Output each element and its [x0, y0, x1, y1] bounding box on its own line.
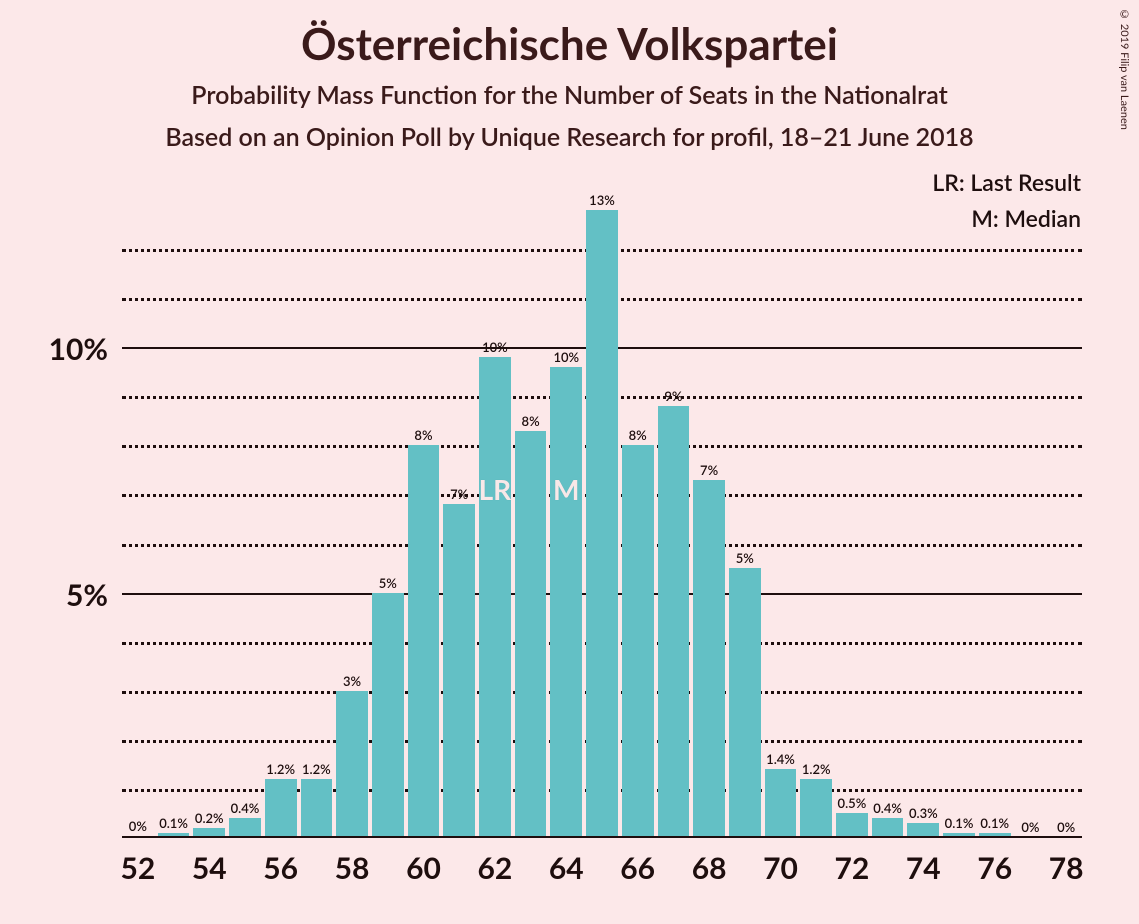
bar: 10%	[479, 357, 511, 838]
x-axis-tick-label: 64	[549, 838, 584, 886]
bar-value-label: 9%	[664, 388, 682, 406]
bar-value-label: 0%	[129, 818, 147, 836]
x-axis-tick-label: 58	[335, 838, 370, 886]
bar-value-label: 8%	[522, 413, 540, 431]
bar-wrap: 1.2%56	[265, 200, 297, 838]
bars-container: 0%520.1%0.2%540.4%1.2%561.2%3%585%8%607%…	[122, 200, 1082, 838]
x-axis-tick-label: 68	[692, 838, 727, 886]
x-axis-tick-label: 78	[1049, 838, 1084, 886]
bar-value-label: 0.1%	[159, 815, 188, 833]
bar-wrap: 7%68	[693, 200, 725, 838]
bar: 1.4%	[765, 769, 797, 838]
bar-wrap: 0.1%76	[979, 200, 1011, 838]
bar-wrap: 0.4%	[229, 200, 261, 838]
bar-value-label: 0%	[1057, 819, 1075, 837]
bar: 5%	[729, 568, 761, 838]
bar-wrap: 9%	[658, 200, 690, 838]
bar: 5%	[372, 593, 404, 838]
legend-last-result: LR: Last Result	[932, 168, 1081, 196]
bar-value-label: 0.4%	[873, 800, 902, 818]
bar-wrap: 0%	[1015, 200, 1047, 838]
bar-value-label: 5%	[379, 575, 397, 593]
marker-median: M	[553, 472, 579, 506]
bar-wrap: 0.3%74	[907, 200, 939, 838]
bar-wrap: 0.1%	[158, 200, 190, 838]
x-axis-tick-label: 76	[977, 838, 1012, 886]
bar: 9%	[658, 406, 690, 838]
bar-wrap: 10%LR62	[479, 200, 511, 838]
bar-value-label: 1.2%	[302, 761, 331, 779]
bar-wrap: 13%	[586, 200, 618, 838]
bar: 13%	[586, 210, 618, 838]
plot-area: 5%10% 0%520.1%0.2%540.4%1.2%561.2%3%585%…	[122, 200, 1082, 838]
bar-wrap: 8%	[515, 200, 547, 838]
bar-value-label: 13%	[589, 192, 615, 210]
bar: 10%	[550, 367, 582, 838]
bar-wrap: 10%M64	[550, 200, 582, 838]
bar-wrap: 0.2%54	[193, 200, 225, 838]
bar-value-label: 10%	[553, 349, 579, 367]
bar-value-label: 1.4%	[766, 751, 795, 769]
bar-wrap: 7%	[443, 200, 475, 838]
bar-wrap: 0.1%	[943, 200, 975, 838]
bar: 1.2%	[301, 779, 333, 838]
bar-wrap: 0%78	[1050, 200, 1082, 838]
x-axis-tick-label: 66	[620, 838, 655, 886]
bar: 0.5%	[836, 813, 868, 838]
bar: 8%	[515, 431, 547, 838]
bar-value-label: 0.2%	[195, 810, 224, 828]
bar-value-label: 3%	[343, 673, 361, 691]
bar-wrap: 0.4%	[872, 200, 904, 838]
bar-wrap: 5%	[372, 200, 404, 838]
x-axis-tick-label: 72	[835, 838, 870, 886]
bar-wrap: 8%66	[622, 200, 654, 838]
bar-wrap: 1.2%	[301, 200, 333, 838]
bar-value-label: 1.2%	[266, 761, 295, 779]
bar-value-label: 5%	[736, 550, 754, 568]
chart-title: Österreichische Volkspartei	[0, 18, 1139, 70]
bar-wrap: 3%58	[336, 200, 368, 838]
bar-value-label: 0%	[1021, 819, 1039, 837]
bar-value-label: 0.3%	[909, 805, 938, 823]
x-axis-tick-label: 52	[120, 838, 155, 886]
x-axis-tick-label: 54	[192, 838, 227, 886]
x-axis-tick-label: 60	[406, 838, 441, 886]
bar-value-label: 7%	[700, 462, 718, 480]
marker-last-result: LR	[479, 472, 512, 506]
bar-value-label: 0.1%	[945, 815, 974, 833]
chart-subtitle-1: Probability Mass Function for the Number…	[0, 80, 1139, 110]
bar-value-label: 0.4%	[231, 800, 260, 818]
bar: 1.2%	[800, 779, 832, 838]
x-axis-tick-label: 62	[477, 838, 512, 886]
x-axis-tick-label: 74	[906, 838, 941, 886]
bar: 7%	[693, 480, 725, 838]
bar: 1.2%	[265, 779, 297, 838]
bar-value-label: 0.1%	[980, 815, 1009, 833]
bar-value-label: 8%	[414, 427, 432, 445]
bar-wrap: 5%	[729, 200, 761, 838]
bar-wrap: 1.2%	[800, 200, 832, 838]
bar: 7%	[443, 504, 475, 838]
x-axis-tick-label: 56	[263, 838, 298, 886]
bar-wrap: 0.5%72	[836, 200, 868, 838]
x-axis-tick-label: 70	[763, 838, 798, 886]
y-axis-tick-label: 5%	[66, 577, 122, 613]
bar-value-label: 7%	[450, 486, 468, 504]
x-axis-baseline	[122, 836, 1082, 838]
bar-value-label: 8%	[629, 427, 647, 445]
bar-wrap: 8%60	[408, 200, 440, 838]
bar-value-label: 1.2%	[802, 761, 831, 779]
y-axis-tick-label: 10%	[49, 331, 122, 367]
bar-wrap: 0%52	[122, 200, 154, 838]
bar: 8%	[408, 445, 440, 838]
bar-wrap: 1.4%70	[765, 200, 797, 838]
bar: 3%	[336, 691, 368, 838]
chart-subtitle-2: Based on an Opinion Poll by Unique Resea…	[0, 122, 1139, 152]
bar-value-label: 0.5%	[838, 795, 867, 813]
bar-value-label: 10%	[482, 339, 508, 357]
bar: 8%	[622, 445, 654, 838]
